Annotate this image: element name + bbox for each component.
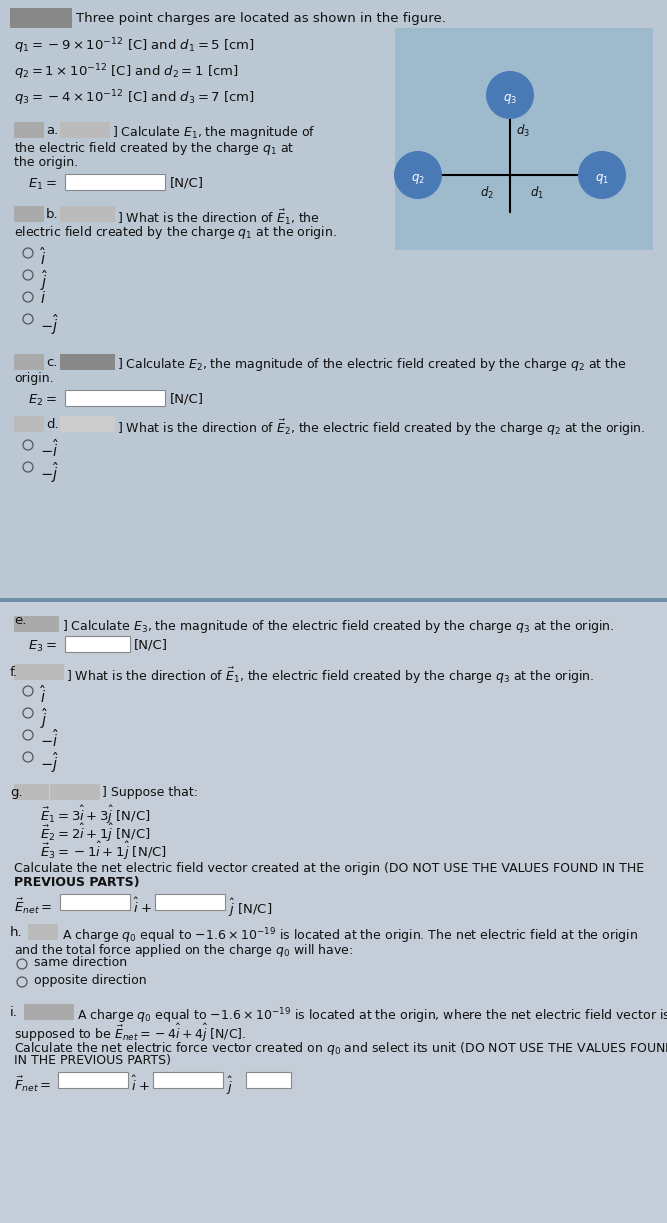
Text: d.: d. <box>46 418 59 430</box>
Text: ] Calculate $E_2$, the magnitude of the electric field created by the charge $q_: ] Calculate $E_2$, the magnitude of the … <box>117 356 627 373</box>
Text: $\hat{i}$ +: $\hat{i}$ + <box>131 1075 151 1095</box>
Bar <box>24 1004 74 1020</box>
Text: i.: i. <box>10 1007 18 1019</box>
Text: $E_2 =$: $E_2 =$ <box>28 393 57 408</box>
Text: IN THE PREVIOUS PARTS): IN THE PREVIOUS PARTS) <box>14 1054 171 1066</box>
Text: electric field created by the charge $q_1$ at the origin.: electric field created by the charge $q_… <box>14 224 337 241</box>
Text: h.: h. <box>10 926 23 939</box>
Bar <box>28 925 58 940</box>
Text: $q_2$: $q_2$ <box>411 172 425 186</box>
Text: $\hat{j}$ [N/C]: $\hat{j}$ [N/C] <box>228 896 272 920</box>
Text: $q_2 = 1 \times 10^{-12}$ [C] and $d_2 = 1$ [cm]: $q_2 = 1 \times 10^{-12}$ [C] and $d_2 =… <box>14 62 239 82</box>
Text: $\vec{E}_{net} =$: $\vec{E}_{net} =$ <box>14 896 52 916</box>
Text: supposed to be $\vec{E}_{net} = -4\hat{i} + 4\hat{j}$ [N/C].: supposed to be $\vec{E}_{net} = -4\hat{i… <box>14 1022 246 1044</box>
Text: $q_1$: $q_1$ <box>595 172 609 186</box>
Text: $\vec{E}_2 = 2\hat{i} + 1\hat{j}$ [N/C]: $\vec{E}_2 = 2\hat{i} + 1\hat{j}$ [N/C] <box>40 822 151 844</box>
Text: $\hat{j}$: $\hat{j}$ <box>40 268 48 292</box>
Bar <box>60 205 115 223</box>
Bar <box>60 353 115 371</box>
Bar <box>14 784 49 800</box>
Text: a.: a. <box>46 124 58 137</box>
Bar <box>60 416 115 432</box>
Text: PREVIOUS PARTS): PREVIOUS PARTS) <box>14 876 139 889</box>
Text: origin.: origin. <box>14 372 53 385</box>
Text: the origin.: the origin. <box>14 157 78 169</box>
Text: opposite direction: opposite direction <box>34 974 147 987</box>
Bar <box>14 616 59 632</box>
Text: $\vec{E}_3 = -1\hat{i} + 1\hat{j}$ [N/C]: $\vec{E}_3 = -1\hat{i} + 1\hat{j}$ [N/C] <box>40 840 167 862</box>
Text: $q_3 = -4 \times 10^{-12}$ [C] and $d_3 = 7$ [cm]: $q_3 = -4 \times 10^{-12}$ [C] and $d_3 … <box>14 88 255 108</box>
Text: ] Calculate $E_1$, the magnitude of: ] Calculate $E_1$, the magnitude of <box>112 124 315 141</box>
Text: $\hat{i}$ +: $\hat{i}$ + <box>133 896 153 916</box>
Bar <box>153 1073 223 1088</box>
Text: A charge $q_0$ equal to $-1.6 \times 10^{-19}$ is located at the origin, where t: A charge $q_0$ equal to $-1.6 \times 10^… <box>77 1007 667 1026</box>
Bar <box>65 390 165 406</box>
Text: f.: f. <box>10 667 18 679</box>
Text: $E_1 =$: $E_1 =$ <box>28 177 57 192</box>
Text: $d_3$: $d_3$ <box>516 124 530 139</box>
Bar <box>14 416 44 432</box>
Text: c.: c. <box>46 356 57 369</box>
Circle shape <box>394 150 442 199</box>
Bar <box>50 784 100 800</box>
Bar <box>155 894 225 910</box>
Bar <box>14 664 64 680</box>
Text: $\hat{j}$: $\hat{j}$ <box>40 706 48 731</box>
Text: ] What is the direction of $\vec{E}_2$, the electric field created by the charge: ] What is the direction of $\vec{E}_2$, … <box>117 418 646 438</box>
Text: $\hat{i}$: $\hat{i}$ <box>40 684 47 706</box>
Bar <box>58 1073 128 1088</box>
Text: the electric field created by the charge $q_1$ at: the electric field created by the charge… <box>14 139 294 157</box>
Text: Three point charges are located as shown in the figure.: Three point charges are located as shown… <box>76 12 446 24</box>
Text: $\hat{j}$: $\hat{j}$ <box>226 1075 233 1097</box>
Text: [N/C]: [N/C] <box>134 638 168 652</box>
Bar <box>14 122 44 138</box>
Text: [N/C]: [N/C] <box>170 393 204 406</box>
Text: [N/C]: [N/C] <box>170 177 204 190</box>
Text: A charge $q_0$ equal to $-1.6 \times 10^{-19}$ is located at the origin. The net: A charge $q_0$ equal to $-1.6 \times 10^… <box>62 926 638 945</box>
Text: b.: b. <box>46 208 59 221</box>
Text: g.: g. <box>10 786 23 799</box>
Bar <box>0 600 667 1223</box>
Text: same direction: same direction <box>34 956 127 969</box>
Text: $-\hat{j}$: $-\hat{j}$ <box>40 312 59 336</box>
Text: $d_2$: $d_2$ <box>480 185 494 201</box>
Text: Calculate the net electric force vector created on $q_0$ and select its unit (DO: Calculate the net electric force vector … <box>14 1040 667 1057</box>
Bar <box>65 636 130 652</box>
Text: $d_1$: $d_1$ <box>530 185 544 201</box>
Text: ] What is the direction of $\vec{E}_1$, the: ] What is the direction of $\vec{E}_1$, … <box>117 208 320 227</box>
Text: e.: e. <box>14 614 27 627</box>
Bar <box>395 28 653 249</box>
Bar <box>60 894 130 910</box>
Text: $\vec{F}_{net} =$: $\vec{F}_{net} =$ <box>14 1075 51 1095</box>
Text: ] What is the direction of $\vec{E}_1$, the electric field created by the charge: ] What is the direction of $\vec{E}_1$, … <box>66 667 594 686</box>
Bar <box>10 9 72 28</box>
Bar <box>395 28 653 249</box>
Text: $-\hat{j}$: $-\hat{j}$ <box>40 750 59 775</box>
Bar <box>0 0 667 600</box>
Text: and the total force applied on the charge $q_0$ will have:: and the total force applied on the charg… <box>14 942 354 959</box>
Text: $-\hat{i}$: $-\hat{i}$ <box>40 728 59 750</box>
Text: $-\hat{i}$: $-\hat{i}$ <box>40 438 59 460</box>
Circle shape <box>486 71 534 119</box>
Text: $i$: $i$ <box>40 290 46 306</box>
Text: $q_1 =-9 \times 10^{-12}$ [C] and $d_1 = 5$ [cm]: $q_1 =-9 \times 10^{-12}$ [C] and $d_1 =… <box>14 35 255 55</box>
Text: $q_3$: $q_3$ <box>503 92 517 106</box>
Text: $-\hat{j}$: $-\hat{j}$ <box>40 460 59 484</box>
Bar <box>60 122 110 138</box>
Bar <box>65 174 165 190</box>
Bar <box>14 353 44 371</box>
Bar <box>246 1073 291 1088</box>
Text: Calculate the net electric field vector created at the origin (DO NOT USE THE VA: Calculate the net electric field vector … <box>14 862 644 874</box>
Bar <box>0 598 667 602</box>
Text: $\vec{E}_1 = 3\hat{i} + 3\hat{j}$ [N/C]: $\vec{E}_1 = 3\hat{i} + 3\hat{j}$ [N/C] <box>40 804 151 827</box>
Text: $\hat{i}$: $\hat{i}$ <box>40 246 47 268</box>
Text: $E_3 =$: $E_3 =$ <box>28 638 57 654</box>
Text: ] Suppose that:: ] Suppose that: <box>102 786 198 799</box>
Bar <box>14 205 44 223</box>
Circle shape <box>578 150 626 199</box>
Text: ] Calculate $E_3$, the magnitude of the electric field created by the charge $q_: ] Calculate $E_3$, the magnitude of the … <box>62 618 614 635</box>
